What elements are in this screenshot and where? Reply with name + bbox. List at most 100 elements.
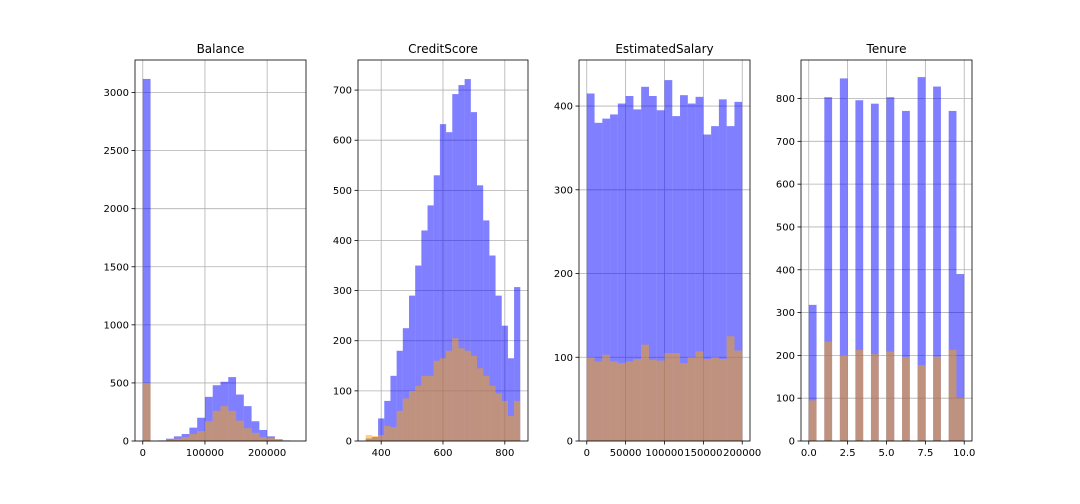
histogram-bar <box>274 439 283 441</box>
y-tick-label: 200 <box>554 269 573 280</box>
histogram-bar <box>181 436 190 441</box>
x-tick-label: 600 <box>433 448 452 459</box>
x-tick-label: 0.0 <box>801 448 817 459</box>
histogram-bar <box>470 355 477 441</box>
histogram-bar <box>204 421 213 441</box>
histogram-bar <box>228 377 237 441</box>
histogram-bar <box>197 417 205 441</box>
histogram-bar <box>433 175 440 441</box>
histogram-bar <box>948 110 957 441</box>
histogram-bar <box>656 360 665 441</box>
chart-title: CreditScore <box>408 42 478 56</box>
x-tick-label: 150000 <box>684 448 722 459</box>
x-tick-label: 7.5 <box>917 448 933 459</box>
histogram-bar <box>236 394 244 441</box>
histogram-bar <box>251 432 260 441</box>
histogram-bar <box>956 397 965 441</box>
histogram-bar <box>267 438 275 441</box>
histogram-bar <box>625 96 634 441</box>
histogram-bar <box>648 96 657 441</box>
histogram-bar <box>446 132 453 441</box>
histogram-bar <box>259 429 268 441</box>
x-tick-label: 800 <box>495 448 514 459</box>
histogram-bar <box>477 368 484 441</box>
histogram-bar <box>220 406 229 441</box>
histogram-bar <box>204 396 213 441</box>
y-tick-label: 0 <box>789 437 795 448</box>
histogram-bar <box>886 351 895 441</box>
histogram-bar <box>259 436 268 441</box>
histogram-bar <box>855 349 864 441</box>
histogram-bar <box>365 434 372 441</box>
histogram-bar <box>594 361 603 441</box>
histogram-bar <box>870 354 879 441</box>
histogram-bar <box>687 357 696 441</box>
y-tick-label: 400 <box>333 236 352 247</box>
bars-0 <box>142 78 291 441</box>
y-tick-label: 3000 <box>104 88 129 99</box>
histogram-bar <box>617 363 626 441</box>
histogram-bar <box>680 95 688 441</box>
histogram-bar <box>415 385 422 441</box>
histogram-bar <box>711 126 719 441</box>
histogram-bar <box>656 110 665 441</box>
y-tick-label: 500 <box>333 186 352 197</box>
histogram-bar <box>703 134 712 441</box>
histogram-bar <box>933 86 941 441</box>
histogram-bar <box>672 353 681 441</box>
histogram-bar <box>602 118 611 441</box>
x-tick-label: 100000 <box>645 448 683 459</box>
histogram-bar <box>458 85 465 441</box>
histogram-bar <box>402 328 409 441</box>
y-tick-label: 700 <box>333 86 352 97</box>
histogram-bar <box>489 255 496 441</box>
y-tick-label: 0 <box>123 437 129 448</box>
y-tick-label: 500 <box>110 378 129 389</box>
histogram-bar <box>948 349 957 441</box>
histogram-bar <box>166 439 174 441</box>
histogram-bar <box>703 358 712 441</box>
histogram-bar <box>514 287 521 441</box>
histogram-bar <box>933 356 941 441</box>
histogram-bar <box>458 348 465 441</box>
histogram-bar <box>839 78 848 441</box>
histogram-bar <box>726 336 735 441</box>
histogram-bar <box>610 114 618 441</box>
histogram-bar <box>452 94 459 441</box>
x-tick-label: 400 <box>372 448 391 459</box>
histogram-bar <box>228 410 237 441</box>
histogram-bar <box>956 274 965 441</box>
axes-frame <box>134 59 307 442</box>
x-tick-label: 10.0 <box>953 448 975 459</box>
x-tick-label: 200000 <box>248 448 286 459</box>
histogram-bar <box>734 350 743 441</box>
y-tick-label: 300 <box>333 286 352 297</box>
histogram-bar <box>902 357 910 441</box>
histogram-bar <box>427 205 434 441</box>
y-tick-label: 800 <box>776 94 795 105</box>
histogram-bar <box>610 361 618 441</box>
histogram-bar <box>243 428 252 441</box>
histogram-bar <box>664 353 673 441</box>
bars-2 <box>586 80 743 441</box>
bars-1 <box>365 79 521 441</box>
y-tick-label: 100 <box>333 386 352 397</box>
histogram-bar <box>507 358 515 441</box>
histogram-bar <box>390 426 397 441</box>
histogram-bar <box>695 351 704 441</box>
histogram-bar <box>672 116 681 441</box>
histogram-bar <box>384 400 391 441</box>
histogram-bar <box>734 101 743 441</box>
histogram-bar <box>495 295 502 441</box>
chart-title: EstimatedSalary <box>615 42 713 56</box>
x-tick-label: 2.5 <box>840 448 856 459</box>
histogram-bar <box>489 385 496 441</box>
histogram-bar <box>507 415 515 441</box>
histogram-bar <box>433 360 440 441</box>
histogram-bar <box>501 325 508 441</box>
histogram-bar <box>680 363 688 441</box>
histogram-bar <box>464 79 471 441</box>
x-tick-label: 100000 <box>186 448 224 459</box>
histogram-bar <box>718 358 727 441</box>
